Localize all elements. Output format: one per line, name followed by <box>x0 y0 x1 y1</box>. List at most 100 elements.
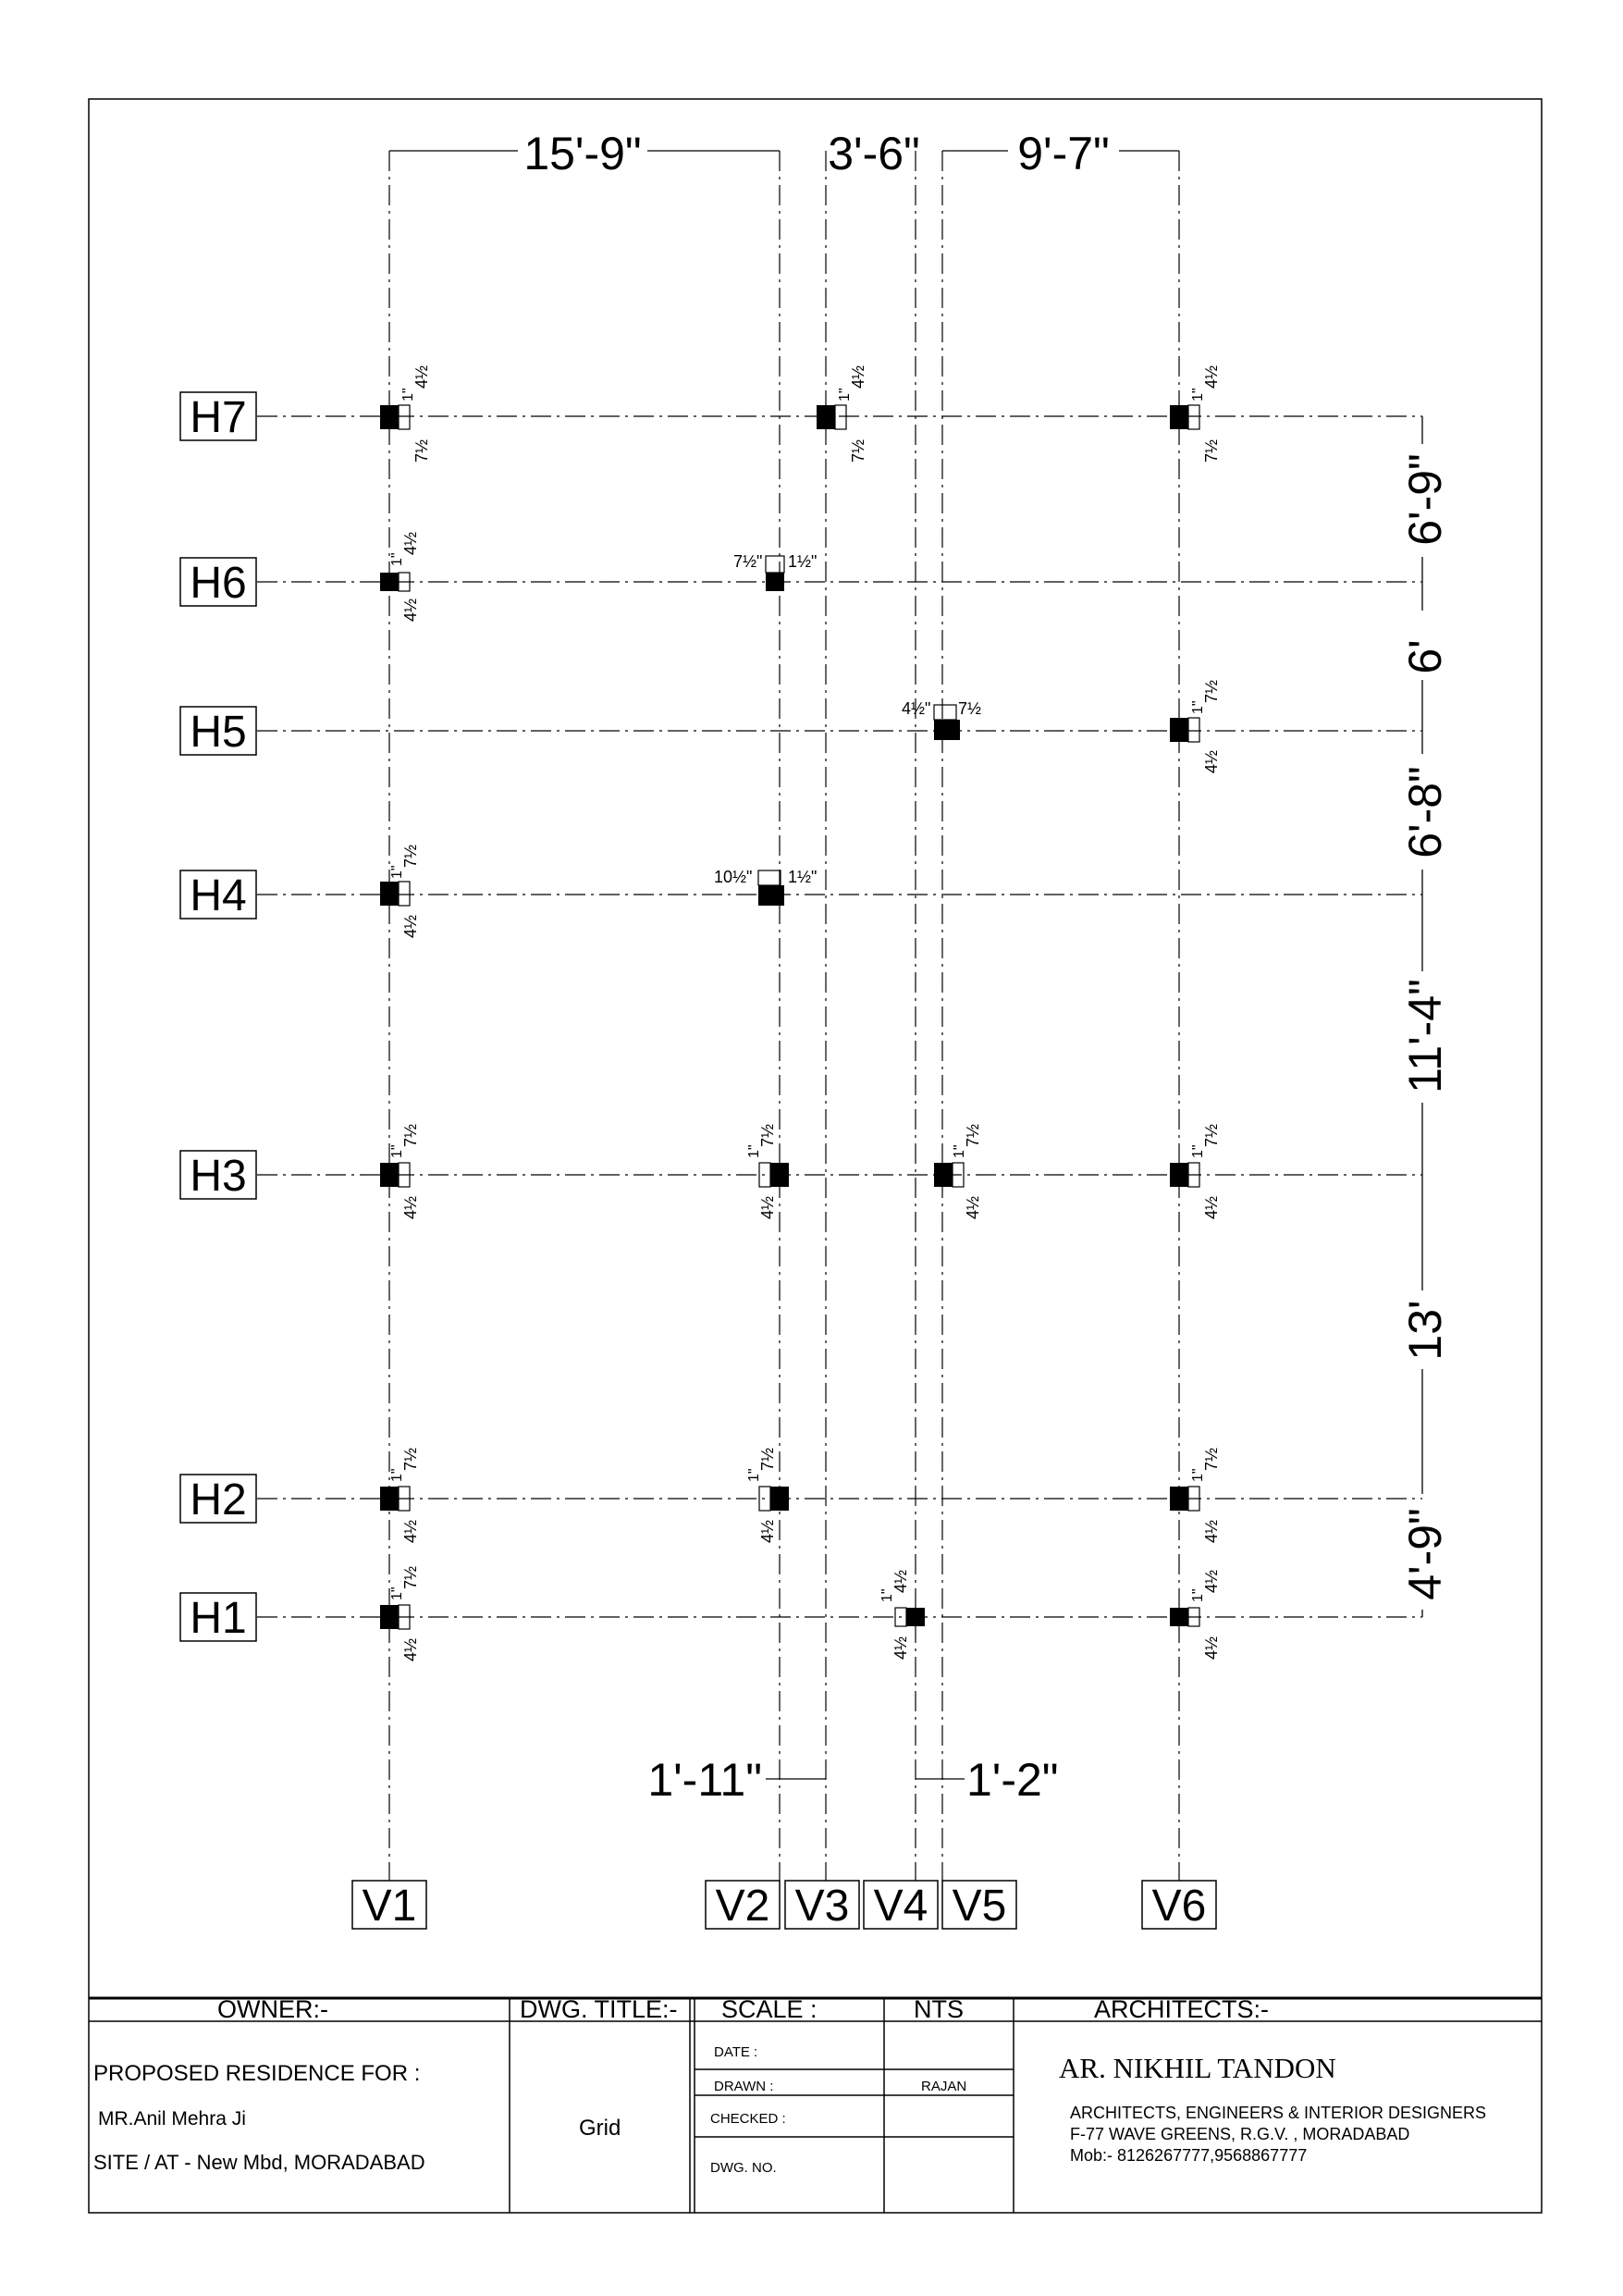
svg-text:7½: 7½ <box>964 1124 982 1147</box>
grid-tag-h7: H7 <box>179 391 257 442</box>
svg-text:1": 1" <box>879 1588 895 1602</box>
column-v3-h7: 4½ 7½ 1" <box>817 365 867 463</box>
svg-text:1": 1" <box>1190 388 1206 401</box>
dim-right-4: 11'-4" <box>1399 979 1451 1093</box>
svg-text:7½: 7½ <box>1202 1448 1221 1471</box>
h-grid-tags: H7 H6 H5 H4 H3 H2 H1 <box>179 391 257 1643</box>
svg-text:4½: 4½ <box>401 532 420 555</box>
svg-text:4½: 4½ <box>401 1638 420 1661</box>
svg-text:1": 1" <box>1190 1144 1206 1158</box>
svg-text:7½: 7½ <box>401 1448 420 1471</box>
svg-text:4½: 4½ <box>401 599 420 622</box>
svg-text:7½: 7½ <box>1202 439 1221 463</box>
column-v1-h2: 7½ 4½ 1" <box>380 1448 420 1543</box>
column-v6-h2: 7½ 4½ 1" <box>1170 1448 1221 1543</box>
dim-bottom-2: 1'-2" <box>966 1754 1059 1806</box>
svg-text:7½: 7½ <box>1202 1124 1221 1147</box>
column-v6-h3: 7½ 4½ 1" <box>1170 1124 1221 1219</box>
title-block-lines <box>89 1996 1542 2213</box>
scale-value: NTS <box>914 1995 964 2023</box>
svg-text:V5: V5 <box>953 1882 1007 1931</box>
svg-text:1": 1" <box>837 388 853 401</box>
dim-bottom-1: 1'-11" <box>647 1754 762 1806</box>
grid-tag-v1: V1 <box>351 1880 427 1931</box>
column-v5-h3: 7½ 4½ 1" <box>934 1124 982 1219</box>
svg-text:V4: V4 <box>874 1882 928 1931</box>
svg-text:H5: H5 <box>190 708 246 757</box>
svg-text:4½: 4½ <box>891 1636 910 1660</box>
svg-text:H1: H1 <box>190 1594 246 1643</box>
sheet-border <box>88 98 1543 2214</box>
dim-right-6: 4'-9" <box>1399 1508 1451 1600</box>
column-v6-h7: 4½ 7½ 1" <box>1170 365 1221 463</box>
svg-text:7½": 7½" <box>733 552 762 571</box>
dim-top-2: 3'-6" <box>828 128 920 179</box>
svg-text:V2: V2 <box>716 1882 770 1931</box>
dim-right-1: 6'-9" <box>1399 453 1451 546</box>
grid-tag-v6: V6 <box>1141 1880 1217 1931</box>
column-v5-h5: 4½" 7½ <box>902 699 981 740</box>
dwg-title: Grid <box>579 2116 621 2141</box>
column-v1-h7: 4½ 7½ 1" <box>380 365 431 463</box>
svg-text:4½: 4½ <box>1202 1636 1221 1660</box>
grid-tag-h2: H2 <box>179 1474 257 1524</box>
svg-text:4½: 4½ <box>964 1196 982 1219</box>
column-v2-h2: 7½ 4½ 1" <box>746 1448 789 1543</box>
column-v1-h6: 4½ 4½ 1" <box>380 532 420 622</box>
dim-right-3: 6'-8" <box>1399 766 1451 858</box>
firm-line-1: ARCHITECTS, ENGINEERS & INTERIOR DESIGNE… <box>1070 2104 1487 2122</box>
drawn-label: DRAWN : <box>714 2079 774 2094</box>
dim-right-5: 13' <box>1399 1300 1451 1360</box>
svg-text:4½: 4½ <box>1202 365 1221 389</box>
dwg-title-label: DWG. TITLE:- <box>520 1995 678 2023</box>
svg-text:1": 1" <box>389 865 405 879</box>
svg-text:H4: H4 <box>190 871 246 920</box>
column-v2-h4: 10½" 1½" <box>714 868 817 906</box>
dim-top-1: 15'-9" <box>523 128 641 179</box>
dim-top-3: 9'-7" <box>1017 128 1110 179</box>
project-line: PROPOSED RESIDENCE FOR : <box>93 2061 421 2086</box>
svg-text:7½: 7½ <box>412 439 431 463</box>
svg-text:V1: V1 <box>363 1882 417 1931</box>
svg-text:4½: 4½ <box>1202 750 1221 773</box>
svg-text:7½: 7½ <box>401 1124 420 1147</box>
checked-label: CHECKED : <box>710 2111 786 2127</box>
column-v1-h1: 7½ 4½ 1" <box>380 1566 420 1661</box>
grid-tag-h1: H1 <box>179 1592 257 1643</box>
grid-lines <box>257 151 1422 1881</box>
architects-label: ARCHITECTS:- <box>1094 1995 1269 2023</box>
owner-label: OWNER:- <box>217 1995 328 2023</box>
svg-text:7½: 7½ <box>758 1124 777 1147</box>
svg-text:7½: 7½ <box>958 699 981 718</box>
drawn-by: RAJAN <box>921 2079 967 2094</box>
columns: 4½ 7½ 1" 4½ 7½ 1" 4½ 7½ 1" 4½ 4½ 1" 7½" … <box>380 365 1221 1661</box>
svg-text:1": 1" <box>389 1468 405 1482</box>
column-v2-h3: 7½ 4½ 1" <box>746 1124 789 1219</box>
svg-text:1": 1" <box>746 1144 762 1158</box>
svg-text:V3: V3 <box>795 1882 850 1931</box>
column-v6-h5: 7½ 4½ 1" <box>1170 680 1221 773</box>
svg-text:H7: H7 <box>190 393 246 442</box>
svg-text:7½: 7½ <box>758 1448 777 1471</box>
svg-text:1": 1" <box>746 1468 762 1482</box>
svg-text:1": 1" <box>389 552 405 566</box>
scale-label: SCALE : <box>721 1995 818 2023</box>
svg-text:4½: 4½ <box>1202 1570 1221 1593</box>
grid-tag-h6: H6 <box>179 557 257 608</box>
svg-text:1": 1" <box>1190 1588 1206 1602</box>
svg-text:1": 1" <box>952 1144 967 1158</box>
firm-line-2: F-77 WAVE GREENS, R.G.V. , MORADABAD <box>1070 2125 1410 2143</box>
svg-text:10½": 10½" <box>714 868 752 886</box>
svg-text:7½: 7½ <box>401 1566 420 1589</box>
svg-text:4½": 4½" <box>902 699 930 718</box>
svg-text:7½: 7½ <box>401 845 420 868</box>
svg-text:7½: 7½ <box>1202 680 1221 703</box>
grid-tag-v2: V2 <box>705 1880 781 1931</box>
svg-text:H2: H2 <box>190 1475 246 1524</box>
svg-text:4½: 4½ <box>1202 1520 1221 1543</box>
v-grid-tags: V1 V2 V3 V4 V5 V6 <box>351 1880 1217 1931</box>
svg-text:1": 1" <box>389 1144 405 1158</box>
svg-text:4½: 4½ <box>1202 1196 1221 1219</box>
svg-text:4½: 4½ <box>849 365 867 389</box>
